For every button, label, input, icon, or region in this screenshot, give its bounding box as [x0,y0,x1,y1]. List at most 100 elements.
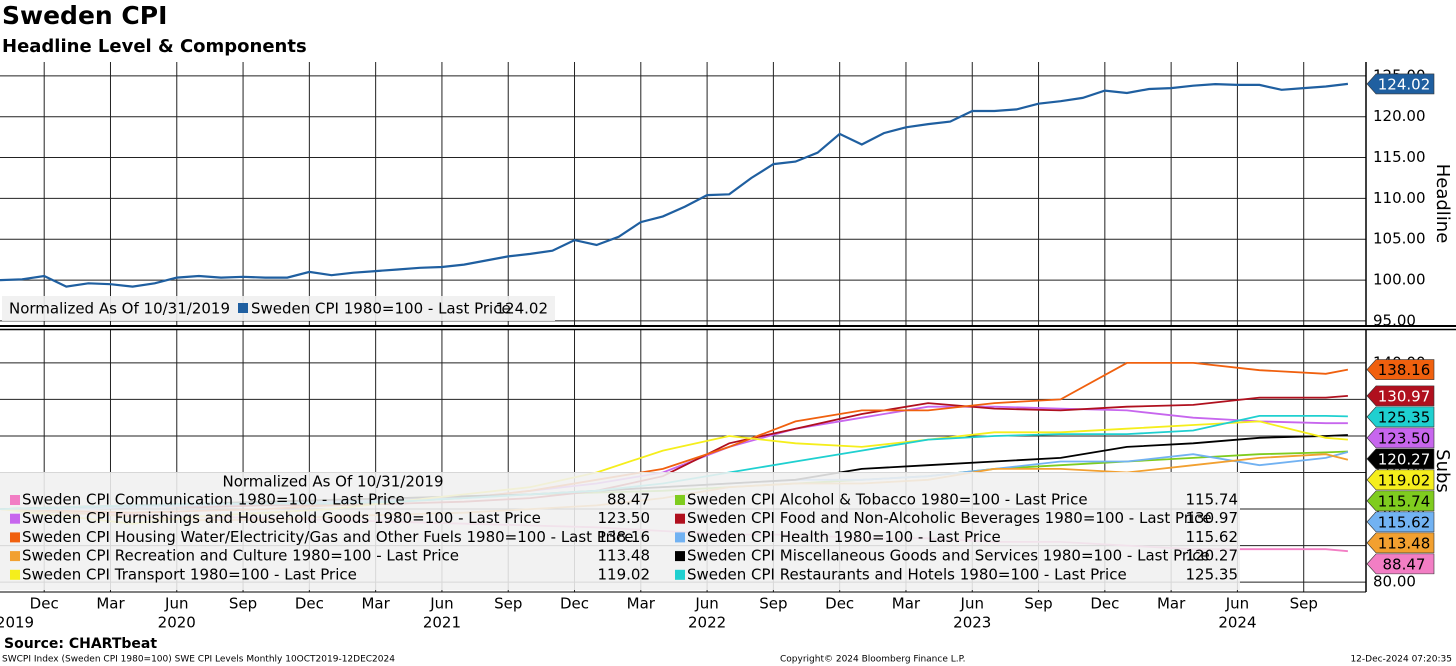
axis-title: Subs [1432,449,1453,493]
legend-value: 138.16 [598,528,651,546]
legend-title: Normalized As Of 10/31/2019 [223,473,444,491]
legend-label: Sweden CPI Restaurants and Hotels 1980=1… [687,565,1127,583]
x-tick-label: Dec [560,595,589,613]
x-tick-label: Mar [1157,595,1186,613]
y-tick-label: 110.00 [1373,189,1426,207]
y-tick-label: 105.00 [1373,230,1426,248]
value-tag-label: 115.62 [1378,513,1431,531]
value-tag: 115.62 [1366,511,1435,533]
legend-swatch [10,551,20,562]
x-year-label: 2024 [1218,614,1256,632]
value-tag-box [1366,511,1435,533]
legend-value: 113.48 [598,547,651,565]
axis-title: Headline [1432,164,1453,244]
source: Source: CHARTbeat [4,636,157,652]
x-tick-label: Jun [1225,595,1249,613]
value-tag-box [1366,490,1435,512]
value-tag: 124.02 [1366,73,1435,95]
legend-label: Sweden CPI 1980=100 - Last Price [251,300,511,318]
value-tag-label: 124.02 [1378,75,1431,93]
series-line [0,82,1349,288]
legend-swatch [10,532,20,543]
value-tag: 120.27 [1366,448,1435,470]
legend-value: 124.02 [496,300,549,318]
x-tick-label: Jun [164,595,188,613]
legend-label: Sweden CPI Health 1980=100 - Last Price [687,528,1001,546]
value-tag-box [1366,469,1435,491]
x-tick-label: Sep [229,595,257,613]
legend-value: 125.35 [1186,565,1239,583]
legend-box [2,296,555,321]
legend-label: Sweden CPI Furnishings and Household Goo… [22,509,541,527]
y-tick-label: 80.00 [1373,573,1416,591]
x-tick-label: Sep [1290,595,1318,613]
x-tick-label: Dec [295,595,324,613]
legend-label: Sweden CPI Food and Non-Alcoholic Bevera… [687,509,1212,527]
chart-title: Sweden CPI [2,1,167,30]
x-year-label: 2021 [423,614,461,632]
value-tag-box [1366,427,1435,449]
x-tick-label: Mar [361,595,390,613]
x-year-label: 2019 [0,614,34,632]
value-tag-box [1366,385,1435,407]
value-tag-box [1366,553,1435,575]
value-tag-box [1366,532,1435,554]
legend-label: Sweden CPI Recreation and Culture 1980=1… [22,547,459,565]
legend-swatch [675,495,685,505]
legend-swatch [10,513,20,524]
legend-value: 120.27 [1186,547,1239,565]
value-tag-label: 119.02 [1378,471,1431,489]
value-tag: 115.74 [1366,490,1435,512]
legend-swatch [675,513,685,524]
legend-label: Sweden CPI Miscellaneous Goods and Servi… [687,547,1210,565]
legend-value: 115.62 [1186,528,1239,546]
value-tag-box [1366,73,1435,95]
value-tag-label: 125.35 [1378,408,1431,426]
y-tick-label: 95.00 [1373,311,1416,329]
value-tag: 113.48 [1366,532,1435,554]
x-year-label: 2020 [158,614,196,632]
value-tag: 119.02 [1366,469,1435,491]
value-tag-label: 130.97 [1378,387,1431,405]
footnote: SWCPI Index (Sweden CPI 1980=100) SWE CP… [2,655,395,665]
x-tick-label: Mar [627,595,656,613]
value-tag: 138.16 [1366,359,1435,380]
x-tick-label: Mar [892,595,921,613]
value-tag-label: 88.47 [1383,555,1426,573]
x-tick-label: Jun [960,595,984,613]
legend-swatch [238,303,248,313]
x-tick-label: Dec [30,595,59,613]
chart-subtitle: Headline Level & Components [2,36,307,57]
value-tag-box [1366,359,1435,380]
legend-label: Sweden CPI Alcohol & Tobacco 1980=100 - … [687,491,1088,509]
legend-box [0,472,1240,590]
legend-title: Normalized As Of 10/31/2019 [9,300,230,318]
value-tag: 125.35 [1366,406,1435,428]
value-tag-box [1366,406,1435,428]
y-tick-label: 115.00 [1373,148,1426,166]
legend-value: 123.50 [598,509,651,527]
x-tick-label: Sep [759,595,787,613]
legend-swatch [675,551,685,562]
legend-value: 88.47 [607,491,650,509]
legend-swatch [10,495,20,505]
x-tick-label: Mar [96,595,125,613]
legend-label: Sweden CPI Housing Water/Electricity/Gas… [22,528,633,546]
value-tag-label: 123.50 [1378,429,1431,447]
value-tag-label: 120.27 [1378,450,1431,468]
value-tag-label: 113.48 [1378,534,1431,552]
value-tag: 123.50 [1366,427,1435,449]
x-tick-label: Sep [1024,595,1052,613]
x-year-label: 2023 [953,614,991,632]
x-tick-label: Dec [1090,595,1119,613]
x-tick-label: Jun [694,595,718,613]
y-tick-label: 120.00 [1373,107,1426,125]
x-tick-label: Dec [825,595,854,613]
legend-swatch [675,569,685,580]
value-tag: 130.97 [1366,385,1435,407]
x-tick-label: Sep [494,595,522,613]
copyright: Copyright© 2024 Bloomberg Finance L.P. [780,655,965,665]
value-tag-label: 138.16 [1378,361,1431,379]
legend-swatch [675,532,685,543]
